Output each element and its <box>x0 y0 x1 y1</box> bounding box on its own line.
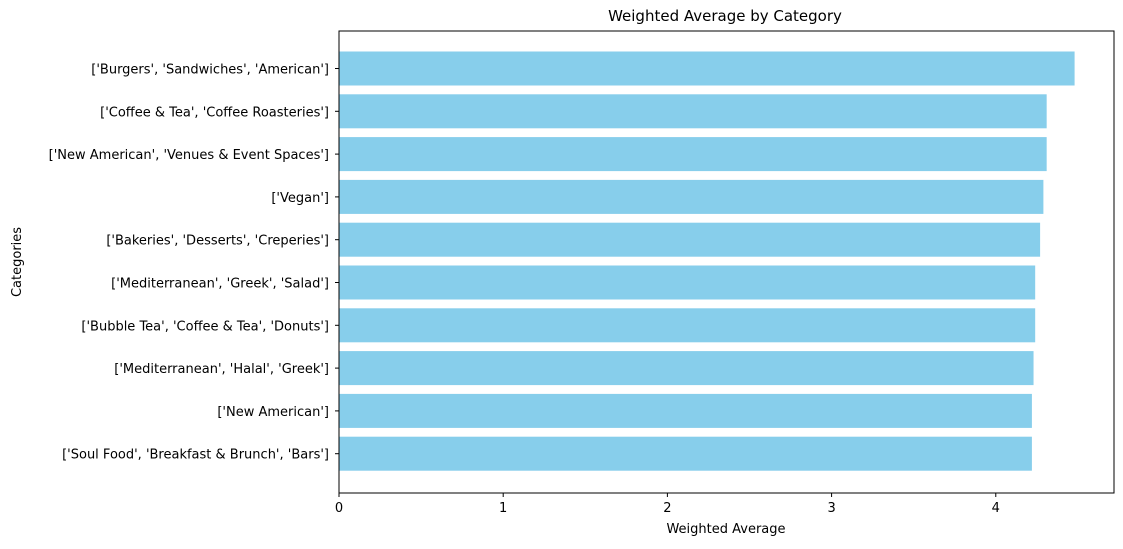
y-axis-label: Categories <box>10 227 25 297</box>
bar-7 <box>339 351 1034 386</box>
x-tick-label-4: 4 <box>992 501 1000 516</box>
bar-0 <box>339 51 1075 86</box>
y-tick-label-0: ['Burgers', 'Sandwiches', 'American'] <box>91 63 329 78</box>
x-tick-label-3: 3 <box>827 501 835 516</box>
bar-5 <box>339 265 1036 300</box>
y-tick-label-1: ['Coffee & Tea', 'Coffee Roasteries'] <box>100 105 329 120</box>
bar-3 <box>339 179 1044 214</box>
bar-4 <box>339 222 1041 257</box>
y-tick-label-9: ['Soul Food', 'Breakfast & Brunch', 'Bar… <box>62 448 329 463</box>
plot-area-frame <box>338 30 1115 494</box>
bar-1 <box>339 94 1047 129</box>
y-tick-label-6: ['Bubble Tea', 'Coffee & Tea', 'Donuts'] <box>81 319 329 334</box>
bar-8 <box>339 393 1032 428</box>
y-tick-label-7: ['Mediterranean', 'Halal', 'Greek'] <box>114 362 329 377</box>
bar-2 <box>339 137 1047 172</box>
x-tick-label-1: 1 <box>499 501 507 516</box>
bar-6 <box>339 308 1036 343</box>
bars-layer <box>339 51 1075 471</box>
x-tick-label-0: 0 <box>335 501 343 516</box>
x-axis-label: Weighted Average <box>666 522 785 537</box>
y-tick-label-2: ['New American', 'Venues & Event Spaces'… <box>49 148 329 163</box>
y-tick-label-4: ['Bakeries', 'Desserts', 'Creperies'] <box>106 234 329 249</box>
x-tick-label-2: 2 <box>663 501 671 516</box>
ticks-layer: ['Burgers', 'Sandwiches', 'American'] ['C… <box>49 63 1000 517</box>
bar-9 <box>339 436 1032 471</box>
chart-title: Weighted Average by Category <box>608 7 842 25</box>
y-tick-label-8: ['New American'] <box>217 405 329 420</box>
y-tick-label-3: ['Vegan'] <box>271 191 329 206</box>
y-tick-label-5: ['Mediterranean', 'Greek', 'Salad'] <box>111 277 329 292</box>
